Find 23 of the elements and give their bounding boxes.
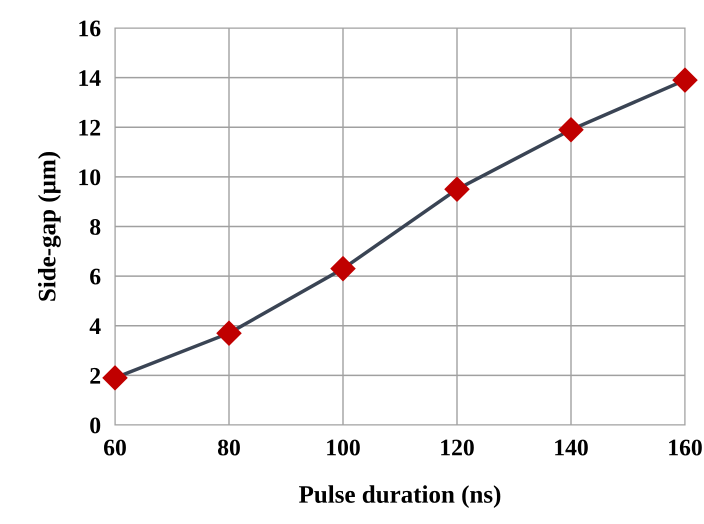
point xyxy=(558,117,584,142)
x-tick-label: 100 xyxy=(327,440,360,456)
y-tick-label: 14 xyxy=(79,70,101,86)
point xyxy=(444,176,470,202)
x-tick-label: 140 xyxy=(555,440,588,456)
x-tick-label: 120 xyxy=(441,440,474,456)
y-tick-label: 6 xyxy=(90,268,100,285)
x-tick-label: 80 xyxy=(218,440,240,456)
y-tick-label: 12 xyxy=(79,120,100,136)
x-axis-title: Pulse duration (ns) xyxy=(299,485,500,508)
y-tick-label: 8 xyxy=(90,218,100,235)
point xyxy=(216,320,242,346)
y-tick-label: 4 xyxy=(90,318,101,334)
y-axis-title: Side-gap (µm) xyxy=(38,152,61,301)
y-tick-label: 10 xyxy=(79,169,100,186)
y-tick-label: 2 xyxy=(90,368,100,384)
x-tick-label: 60 xyxy=(104,440,126,456)
point xyxy=(102,365,128,390)
y-tick-label: 0 xyxy=(90,417,100,434)
y-tick-label: 16 xyxy=(79,20,100,36)
point xyxy=(672,68,698,93)
point xyxy=(330,256,356,282)
x-tick-label: 160 xyxy=(669,440,702,456)
